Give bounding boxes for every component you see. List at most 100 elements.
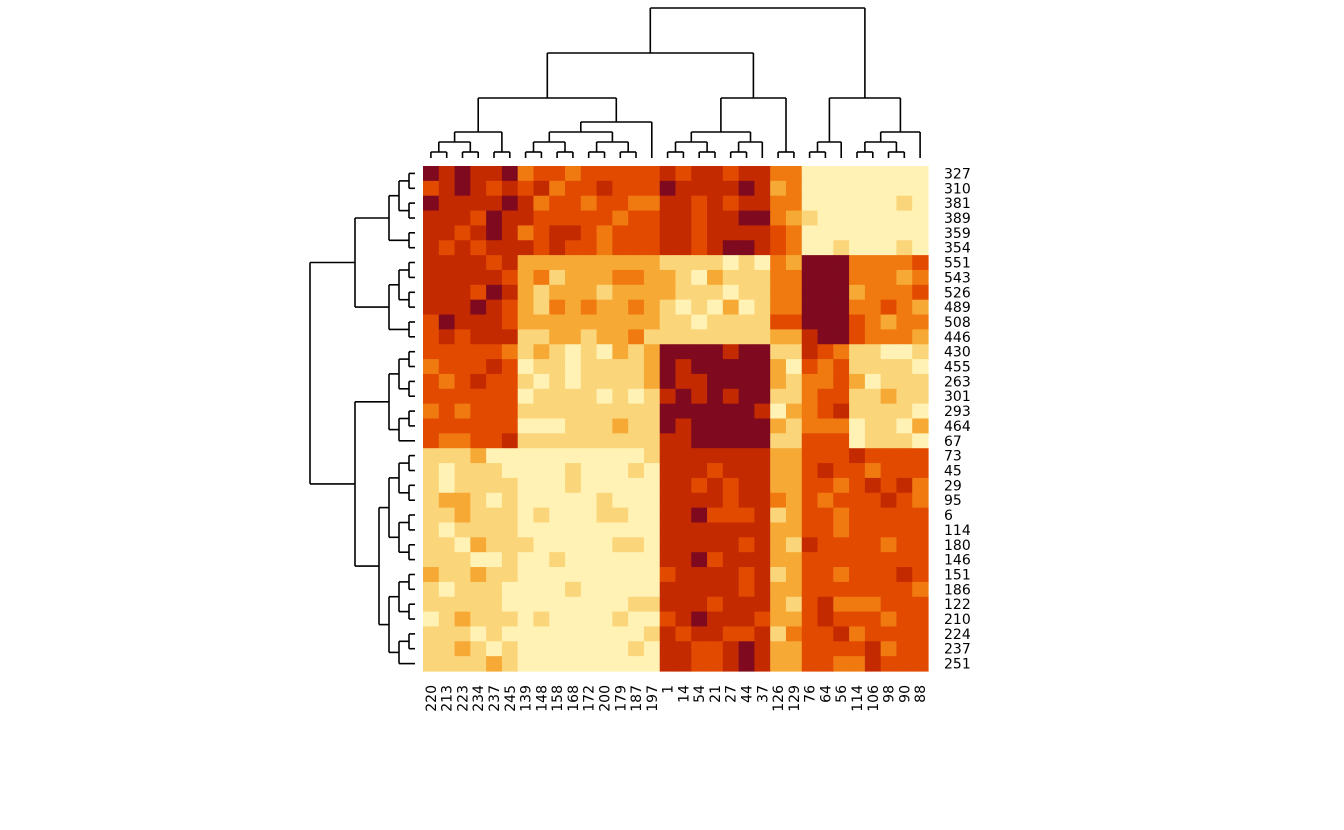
heatmap-cell	[454, 522, 471, 538]
heatmap-cell	[675, 507, 692, 524]
heatmap-cell	[501, 537, 519, 553]
heatmap-cell	[864, 210, 882, 227]
heatmap-cell	[486, 492, 503, 509]
heatmap-cell	[628, 180, 645, 197]
heatmap-cell	[580, 492, 598, 509]
heatmap-cell	[675, 567, 692, 583]
heatmap-cell	[801, 269, 819, 286]
heatmap-cell	[438, 463, 456, 479]
heatmap-cell	[454, 344, 471, 360]
heatmap-cell	[722, 656, 740, 672]
column-label: 126	[771, 685, 787, 712]
heatmap-cell	[785, 269, 803, 286]
heatmap-cell	[486, 255, 503, 271]
heatmap-cell	[817, 522, 834, 538]
heatmap-cell	[612, 418, 629, 434]
heatmap-cell	[722, 210, 740, 227]
heatmap-cell	[896, 166, 913, 182]
column-label: 64	[818, 685, 834, 703]
heatmap-cell	[454, 507, 471, 524]
heatmap-cell	[486, 477, 503, 494]
heatmap-cell	[643, 166, 661, 182]
heatmap-cell	[533, 507, 550, 524]
heatmap-cell	[738, 344, 756, 360]
heatmap-cell	[817, 477, 834, 494]
column-dendrogram	[430, 7, 921, 158]
heatmap-cell	[770, 314, 787, 330]
heatmap-cell	[454, 373, 471, 390]
heatmap-cell	[659, 359, 677, 375]
heatmap-cell	[517, 567, 535, 583]
heatmap-cell	[738, 596, 756, 613]
heatmap-cell	[817, 448, 834, 464]
column-label: 98	[882, 685, 898, 703]
heatmap-cell	[470, 567, 487, 583]
heatmap-cell	[454, 314, 471, 330]
heatmap-cell	[912, 210, 929, 227]
heatmap-cell	[707, 314, 724, 330]
heatmap-cell	[864, 388, 882, 405]
heatmap-cell	[533, 314, 550, 330]
heatmap-cell	[612, 388, 629, 405]
heatmap-cell	[628, 269, 645, 286]
heatmap-cell	[691, 269, 708, 286]
heatmap-cell	[707, 388, 724, 405]
heatmap-cell	[675, 581, 692, 598]
heatmap-cell	[801, 626, 819, 642]
heatmap-cell	[580, 240, 598, 256]
heatmap-cell	[707, 403, 724, 420]
heatmap-cell	[486, 552, 503, 568]
heatmap-cell	[486, 596, 503, 613]
row-label: 237	[944, 642, 971, 658]
heatmap-cell	[659, 433, 677, 449]
heatmap-cell	[817, 329, 834, 345]
row-label: 489	[944, 300, 971, 316]
heatmap-cell	[754, 255, 771, 271]
heatmap-cell	[691, 388, 708, 405]
heatmap-cell	[880, 448, 898, 464]
heatmap-cell	[754, 210, 771, 227]
heatmap-cell	[754, 388, 771, 405]
heatmap-cell	[643, 418, 661, 434]
heatmap-cell	[643, 656, 661, 672]
row-label: 508	[944, 315, 971, 331]
heatmap-cell	[896, 448, 913, 464]
heatmap-cell	[501, 240, 519, 256]
heatmap-cell	[785, 240, 803, 256]
heatmap-cell	[880, 463, 898, 479]
heatmap-cell	[691, 284, 708, 301]
heatmap-cell	[423, 552, 440, 568]
heatmap-cell	[833, 314, 850, 330]
heatmap-cell	[722, 522, 740, 538]
heatmap-cell	[643, 567, 661, 583]
heatmap-cell	[612, 180, 629, 197]
heatmap-cell	[770, 611, 787, 628]
heatmap-cell	[785, 507, 803, 524]
heatmap-cell	[454, 225, 471, 241]
column-label: 44	[740, 685, 756, 703]
heatmap-cell	[754, 418, 771, 434]
heatmap-cell	[549, 656, 566, 672]
heatmap-cell	[880, 611, 898, 628]
heatmap-cell	[817, 611, 834, 628]
heatmap-cell	[659, 418, 677, 434]
heatmap-cell	[880, 641, 898, 657]
heatmap-cell	[691, 492, 708, 509]
heatmap-cell	[801, 314, 819, 330]
heatmap-cell	[612, 240, 629, 256]
heatmap-cell	[580, 522, 598, 538]
heatmap-cell	[470, 463, 487, 479]
heatmap-cell	[722, 433, 740, 449]
column-label: 237	[487, 685, 503, 712]
heatmap-cell	[628, 626, 645, 642]
heatmap-cell	[643, 581, 661, 598]
heatmap-cell	[675, 492, 692, 509]
heatmap-cell	[628, 195, 645, 212]
heatmap-cell	[691, 537, 708, 553]
row-label: 446	[944, 330, 971, 346]
heatmap-cell	[785, 433, 803, 449]
heatmap-cell	[580, 180, 598, 197]
heatmap-cell	[912, 329, 929, 345]
heatmap-cell	[817, 284, 834, 301]
heatmap-cell	[833, 492, 850, 509]
